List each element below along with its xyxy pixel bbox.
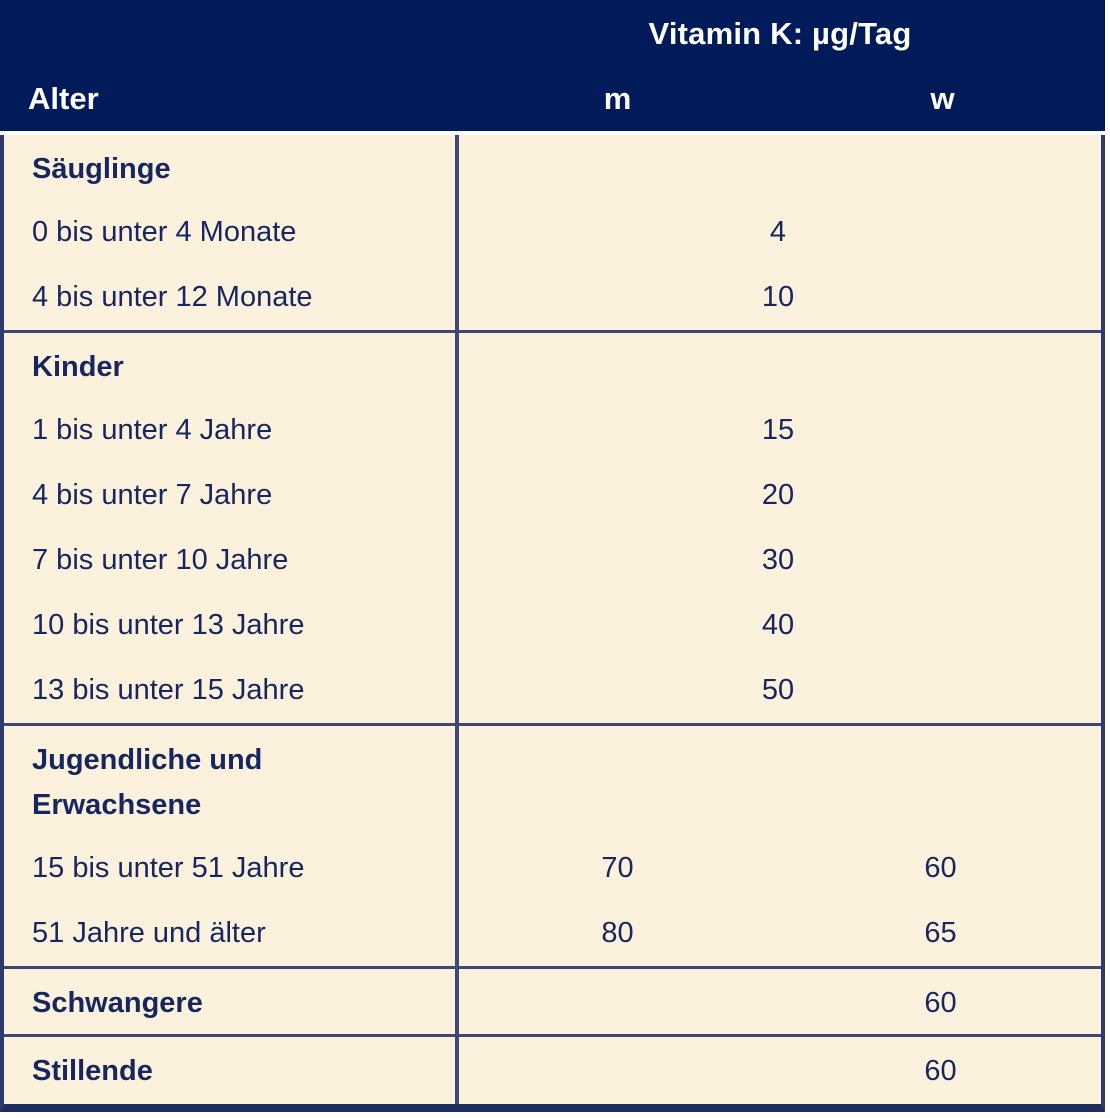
table-rows-container: Säuglinge 0 bis unter 4 Monate 4 4 bis unte… bbox=[4, 135, 1101, 1102]
table-row: 10 bis unter 13 Jahre 40 bbox=[4, 593, 1101, 658]
table-row: Säuglinge bbox=[4, 143, 1101, 200]
age-cell: 4 bis unter 12 Monate bbox=[32, 281, 313, 313]
table-section: Kinder 1 bis unter 4 Jahre 15 4 bis unter 7… bbox=[4, 333, 1101, 723]
column-header-row: Alter m w bbox=[0, 81, 1105, 131]
table-row: 13 bis unter 15 Jahre 50 bbox=[4, 658, 1101, 723]
column-divider bbox=[455, 135, 459, 1104]
value-cell-both: 4 bbox=[769, 216, 787, 248]
table-section: Stillende 60 bbox=[4, 1037, 1101, 1102]
table-row: 4 bis unter 12 Monate 10 bbox=[4, 265, 1101, 330]
value-cell-m: 70 bbox=[601, 852, 634, 884]
section-divider bbox=[4, 1034, 1101, 1037]
section-label: Kinder bbox=[32, 351, 124, 383]
table-row: 1 bis unter 4 Jahre 15 bbox=[4, 398, 1101, 463]
table-body: Säuglinge 0 bis unter 4 Monate 4 4 bis unte… bbox=[0, 135, 1105, 1112]
value-cell-w: 60 bbox=[924, 1055, 957, 1087]
table-row: Kinder bbox=[4, 341, 1101, 398]
value-cell-both: 10 bbox=[761, 281, 795, 313]
table-section: Schwangere 60 bbox=[4, 969, 1101, 1034]
table-row: 0 bis unter 4 Monate 4 bbox=[4, 200, 1101, 265]
column-header-w: w bbox=[930, 81, 955, 116]
table-row: 15 bis unter 51 Jahre 70 60 bbox=[4, 836, 1101, 901]
table-section: Säuglinge 0 bis unter 4 Monate 4 4 bis unte… bbox=[4, 135, 1101, 330]
value-cell-w: 60 bbox=[924, 852, 957, 884]
section-label: Säuglinge bbox=[32, 153, 171, 185]
table-row: Schwangere 60 bbox=[4, 977, 1101, 1034]
value-cell-both: 40 bbox=[761, 609, 795, 641]
table-row: 51 Jahre und älter 80 65 bbox=[4, 901, 1101, 966]
section-divider bbox=[4, 966, 1101, 969]
table-title: Vitamin K: µg/Tag bbox=[648, 16, 912, 51]
table-row: Jugendliche und Erwachsene bbox=[4, 734, 1101, 836]
section-divider bbox=[4, 723, 1101, 726]
value-cell-both: 20 bbox=[761, 479, 795, 511]
age-cell: 10 bis unter 13 Jahre bbox=[32, 609, 305, 641]
age-cell: 15 bis unter 51 Jahre bbox=[32, 852, 305, 884]
value-cell-both: 50 bbox=[761, 674, 795, 706]
age-cell: 7 bis unter 10 Jahre bbox=[32, 544, 289, 576]
table-header: Vitamin K: µg/Tag Alter m w bbox=[0, 0, 1105, 131]
age-cell: 1 bis unter 4 Jahre bbox=[32, 414, 273, 446]
value-cell-m: 80 bbox=[601, 917, 634, 949]
section-label: Stillende bbox=[32, 1055, 153, 1087]
value-cell-both: 30 bbox=[761, 544, 795, 576]
header-body-gap bbox=[0, 131, 1105, 135]
value-cell-w: 60 bbox=[924, 987, 957, 1019]
section-label: Jugendliche und Erwachsene bbox=[32, 744, 263, 821]
value-cell-w: 65 bbox=[924, 917, 957, 949]
section-divider bbox=[4, 330, 1101, 333]
table-row: 7 bis unter 10 Jahre 30 bbox=[4, 528, 1101, 593]
column-header-m: m bbox=[603, 81, 632, 116]
age-cell: 51 Jahre und älter bbox=[32, 917, 266, 949]
section-label: Schwangere bbox=[32, 987, 203, 1019]
value-cell-both: 15 bbox=[761, 414, 795, 446]
table-section: Jugendliche und Erwachsene 15 bis unter 5… bbox=[4, 726, 1101, 966]
age-cell: 0 bis unter 4 Monate bbox=[32, 216, 297, 248]
table-row: 4 bis unter 7 Jahre 20 bbox=[4, 463, 1101, 528]
column-header-age: Alter bbox=[28, 81, 99, 116]
table-title-row: Vitamin K: µg/Tag bbox=[0, 0, 1105, 52]
age-cell: 13 bis unter 15 Jahre bbox=[32, 674, 305, 706]
age-cell: 4 bis unter 7 Jahre bbox=[32, 479, 273, 511]
table-row: Stillende 60 bbox=[4, 1045, 1101, 1102]
